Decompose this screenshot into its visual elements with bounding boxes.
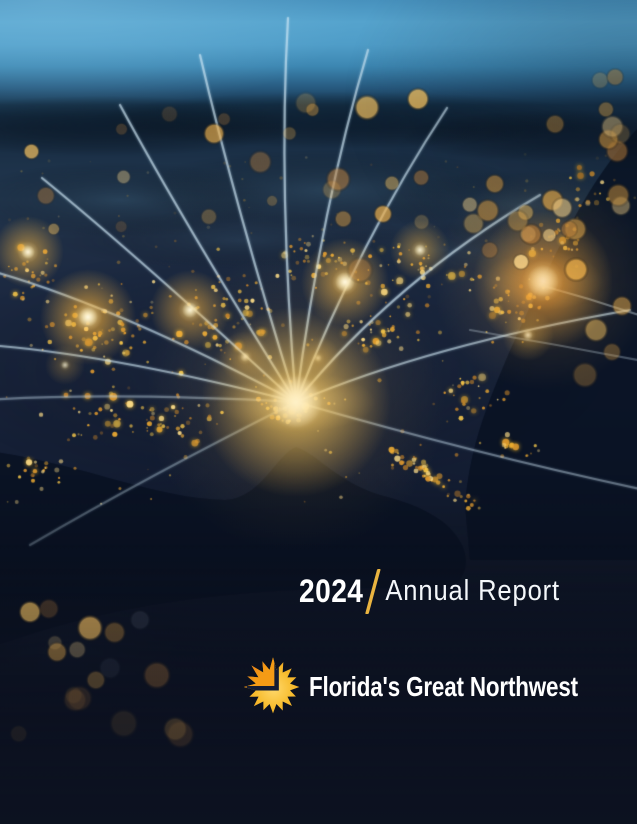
sunburst-northwest-arrow-icon xyxy=(243,657,300,714)
title-block: 2024 Annual Report xyxy=(299,569,560,614)
org-name: Florida's Great Northwest xyxy=(309,671,578,702)
report-year: 2024 xyxy=(299,573,364,609)
report-title: Annual Report xyxy=(385,575,561,607)
org-logo: Florida's Great Northwest xyxy=(243,653,637,721)
gold-slash-divider xyxy=(365,569,381,614)
